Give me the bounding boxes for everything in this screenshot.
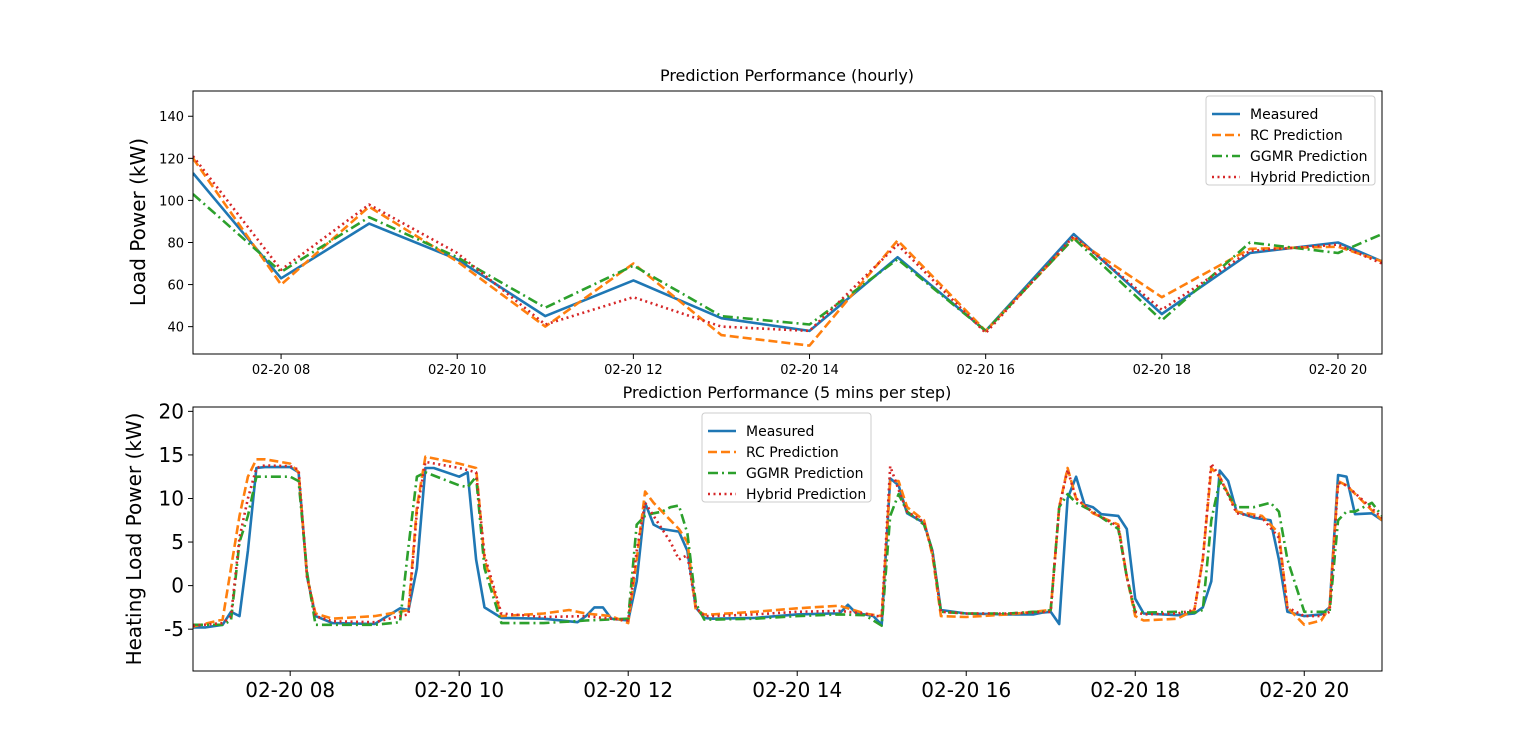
five-min-chart-ytick-label: -5 (164, 617, 184, 641)
hourly-chart-xtick-label: 02-20 12 (604, 363, 662, 378)
five-min-chart-legend-label-measured: Measured (746, 424, 814, 440)
five-min-chart-xtick-label: 02-20 16 (921, 678, 1011, 702)
five-min-chart-legend-label-ggmr-prediction: GGMR Prediction (746, 466, 864, 482)
hourly-chart-legend-label-ggmr-prediction: GGMR Prediction (1250, 149, 1368, 165)
five-min-chart-legend: Measured RC Prediction GGMR Prediction Hybr… (701, 412, 872, 503)
hourly-chart-ytick-label: 100 (159, 194, 184, 209)
hourly-chart-xtick-label: 02-20 20 (1309, 363, 1367, 378)
five-min-chart: Prediction Performance (5 mins per step)… (122, 383, 1383, 702)
five-min-chart-xtick-label: 02-20 14 (752, 678, 842, 702)
five-min-chart-legend-box (701, 412, 872, 503)
five-min-chart-series-ggmr-prediction (193, 470, 1382, 628)
hourly-chart-xtick-label: 02-20 18 (1133, 363, 1191, 378)
five-min-chart-xtick-label: 02-20 10 (414, 678, 504, 702)
hourly-chart-legend-label-hybrid-prediction: Hybrid Prediction (1250, 170, 1370, 186)
five-min-chart-frame (192, 406, 1383, 672)
five-min-chart-title: Prediction Performance (5 mins per step) (623, 383, 952, 402)
five-min-chart-legend-label-hybrid-prediction: Hybrid Prediction (746, 487, 866, 503)
five-min-chart-legend-label-rc-prediction: RC Prediction (746, 445, 839, 461)
hourly-chart-xtick-label: 02-20 10 (428, 363, 486, 378)
hourly-chart-xtick-label: 02-20 14 (780, 363, 838, 378)
hourly-chart-series-rc-prediction (193, 157, 1382, 347)
hourly-chart-series-ggmr-prediction (193, 193, 1382, 333)
five-min-chart-ytick-label: 15 (159, 443, 184, 467)
five-min-chart-ytick-label: 0 (171, 574, 184, 598)
hourly-chart-ytick-label: 80 (167, 236, 184, 251)
five-min-chart-series-hybrid-prediction (193, 460, 1382, 627)
five-min-chart-ytick-label: 20 (159, 399, 184, 423)
five-min-chart-series-rc-prediction (193, 455, 1382, 628)
hourly-chart-ytick-label: 120 (159, 152, 184, 167)
hourly-chart-title: Prediction Performance (hourly) (660, 66, 914, 85)
hourly-chart-legend-box (1205, 95, 1376, 186)
hourly-chart: Prediction Performance (hourly) Load Pow… (126, 66, 1383, 378)
five-min-chart-xtick-label: 02-20 12 (583, 678, 673, 702)
five-min-chart-ytick-label: 10 (159, 486, 184, 510)
hourly-chart-ytick-label: 40 (167, 321, 184, 336)
five-min-chart-ytick-label: 5 (171, 530, 184, 554)
hourly-chart-legend-label-measured: Measured (1250, 107, 1318, 123)
five-min-chart-xtick-label: 02-20 18 (1090, 678, 1180, 702)
hourly-chart-series-hybrid-prediction (193, 155, 1382, 335)
hourly-chart-xtick-label: 02-20 08 (252, 363, 310, 378)
five-min-chart-xtick-label: 02-20 20 (1259, 678, 1349, 702)
hourly-chart-ylabel: Load Power (kW) (126, 138, 150, 306)
hourly-chart-xtick-label: 02-20 16 (956, 363, 1014, 378)
hourly-chart-ytick-label: 60 (167, 279, 184, 294)
five-min-chart-xtick-label: 02-20 08 (245, 678, 335, 702)
hourly-chart-series-measured (193, 172, 1382, 333)
hourly-chart-ytick-label: 140 (159, 110, 184, 125)
hourly-chart-legend-label-rc-prediction: RC Prediction (1250, 128, 1343, 144)
five-min-chart-ylabel: Heating Load Power (kW) (122, 413, 146, 666)
hourly-chart-frame (192, 90, 1383, 355)
hourly-chart-legend: Measured RC Prediction GGMR Prediction Hybr… (1205, 95, 1376, 186)
